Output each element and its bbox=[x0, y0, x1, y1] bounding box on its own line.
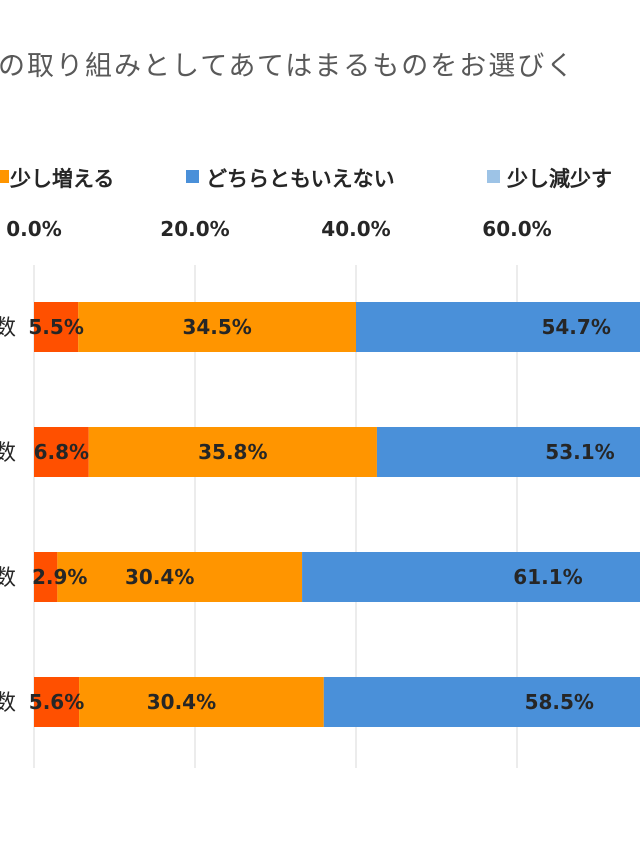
data-label: 53.1% bbox=[545, 440, 614, 464]
legend-swatch-2 bbox=[186, 170, 199, 183]
category-label: 数 bbox=[0, 566, 16, 591]
bar-segment bbox=[323, 677, 640, 727]
bar-segment bbox=[79, 677, 324, 727]
category-label: 数 bbox=[0, 441, 16, 466]
data-labels: 5.5% 34.5% 54.7% 6.8% 35.8% 53.1% 2.9% 30.4% 61.… bbox=[28, 315, 614, 714]
bar-segment bbox=[356, 302, 640, 352]
data-label: 61.1% bbox=[513, 565, 582, 589]
data-label: 30.4% bbox=[147, 690, 216, 714]
bar-segment bbox=[78, 302, 357, 352]
chart-title: の取り組みとしてあてはまるものをお選びく bbox=[0, 51, 575, 82]
legend-swatch-3 bbox=[487, 170, 500, 183]
bar-segment bbox=[302, 552, 640, 602]
data-label: 54.7% bbox=[541, 315, 610, 339]
bar-segment bbox=[34, 552, 58, 602]
x-axis-ticks: 0.0% 20.0% 40.0% 60.0% bbox=[6, 217, 551, 241]
x-tick-label: 20.0% bbox=[160, 217, 229, 241]
bar-segment bbox=[88, 427, 377, 477]
data-label: 35.8% bbox=[198, 440, 267, 464]
bar-segment bbox=[376, 427, 640, 477]
x-tick-label: 0.0% bbox=[6, 217, 61, 241]
data-label: 34.5% bbox=[182, 315, 251, 339]
bar-segment bbox=[57, 552, 303, 602]
bars bbox=[34, 302, 640, 727]
data-label: 6.8% bbox=[34, 440, 89, 464]
data-label: 2.9% bbox=[32, 565, 87, 589]
legend-label-3: 少し減少す bbox=[506, 167, 612, 191]
data-label: 5.6% bbox=[29, 690, 84, 714]
bar-segment bbox=[34, 677, 80, 727]
x-tick-label: 40.0% bbox=[321, 217, 390, 241]
bar-segment bbox=[34, 302, 79, 352]
x-tick-label: 60.0% bbox=[482, 217, 551, 241]
data-label: 5.5% bbox=[28, 315, 83, 339]
data-label: 58.5% bbox=[525, 690, 594, 714]
legend-swatch-1 bbox=[0, 170, 9, 183]
bar-segment bbox=[34, 427, 89, 477]
legend-label-2: どちらともいえない bbox=[206, 167, 395, 191]
category-label: 数 bbox=[0, 691, 16, 716]
data-label: 30.4% bbox=[125, 565, 194, 589]
category-label: 数 bbox=[0, 316, 16, 341]
legend: 少し増える どちらともいえない 少し減少す bbox=[0, 167, 612, 191]
legend-label-1: 少し増える bbox=[9, 167, 114, 191]
